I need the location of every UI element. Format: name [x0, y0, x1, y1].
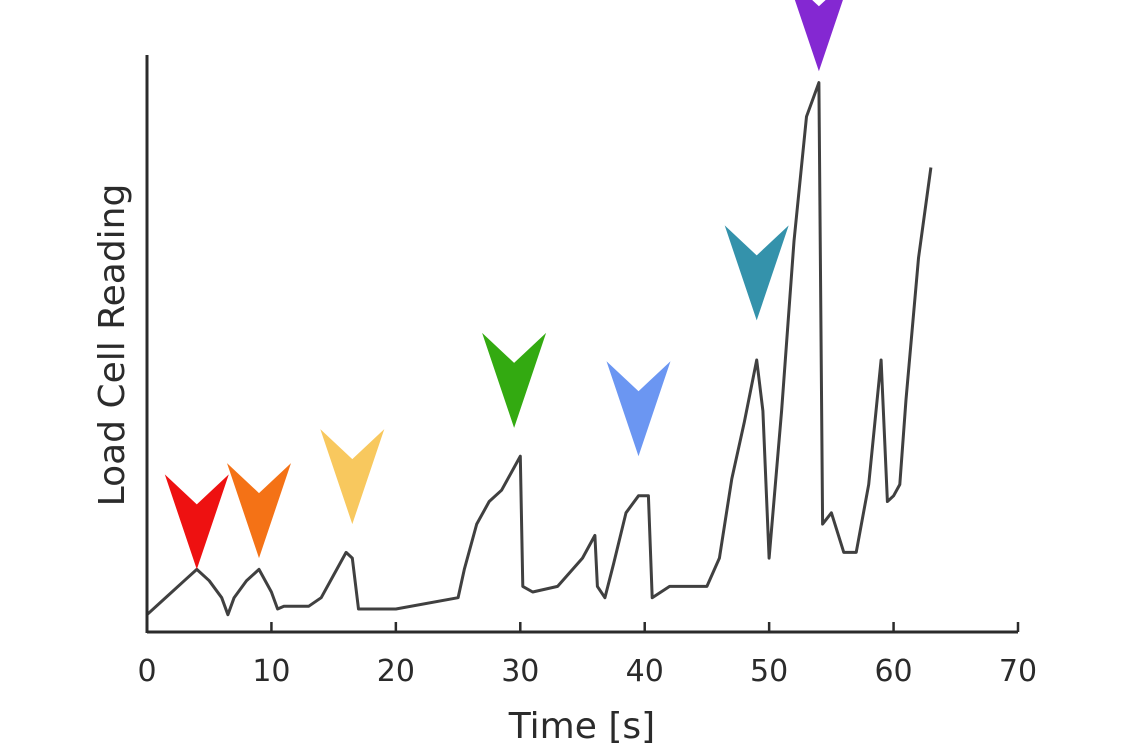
x-tick-label-6: 60 [874, 654, 912, 689]
x-tick-label-2: 20 [377, 654, 415, 689]
series-line-0 [145, 81, 933, 617]
x-tick-label-5: 50 [750, 654, 788, 689]
arrow-marker-3 [482, 332, 547, 428]
x-tick-label-3: 30 [501, 654, 539, 689]
x-axis-ticks: 0 10 20 30 40 50 60 70 [137, 622, 1037, 689]
arrow-marker-5 [724, 225, 789, 321]
arrow-marker-2 [320, 429, 385, 525]
y-axis-label: Load Cell Reading [92, 184, 133, 507]
arrow-marker-1 [227, 463, 291, 559]
arrow-marker-6 [794, 0, 843, 72]
arrow-marker-4 [606, 361, 671, 457]
x-tick-label-0: 0 [137, 654, 156, 689]
x-tick-label-4: 40 [626, 654, 664, 689]
x-tick-label-1: 10 [252, 654, 290, 689]
arrow-marker-0 [164, 474, 229, 570]
x-tick-label-7: 70 [999, 654, 1037, 689]
plot-area [145, 0, 933, 617]
x-axis-label: Time [s] [508, 706, 655, 747]
